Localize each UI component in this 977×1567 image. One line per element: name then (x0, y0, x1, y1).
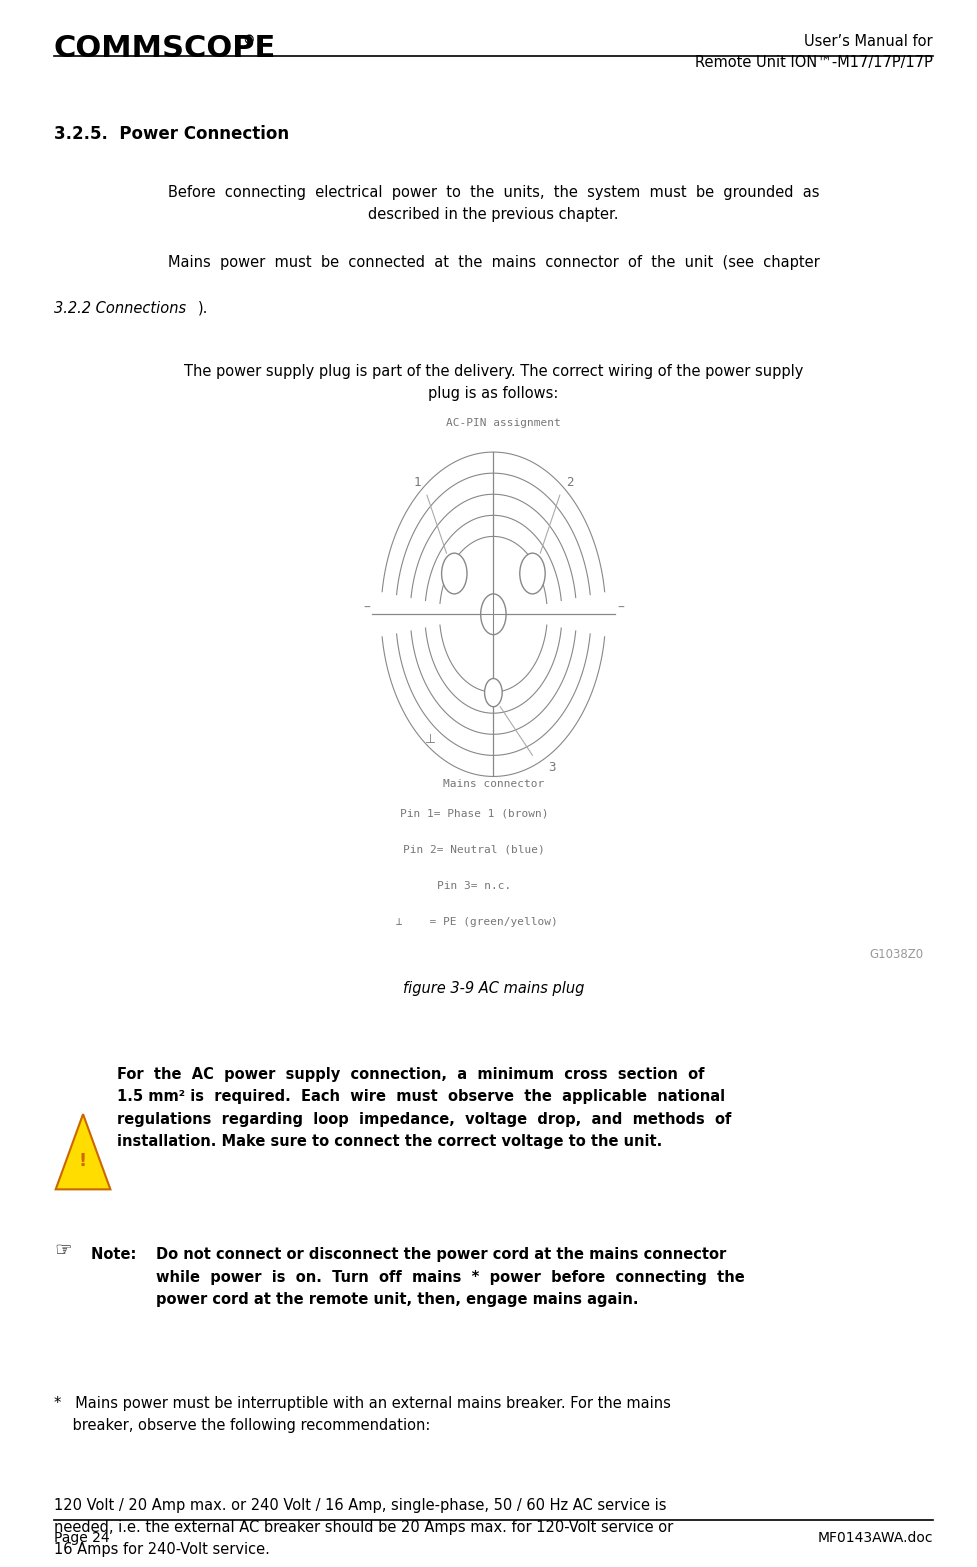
Text: ☞: ☞ (55, 1241, 72, 1260)
Text: Mains connector: Mains connector (443, 779, 544, 788)
Text: Mains  power  must  be  connected  at  the  mains  connector  of  the  unit  (se: Mains power must be connected at the mai… (167, 255, 820, 271)
Text: 3.2.2 Connections: 3.2.2 Connections (54, 301, 186, 317)
Text: MF0143AWA.doc: MF0143AWA.doc (818, 1531, 933, 1545)
Text: Page 24: Page 24 (54, 1531, 109, 1545)
Text: Note:: Note: (91, 1247, 142, 1263)
Text: 3: 3 (548, 762, 556, 774)
Text: ®: ® (242, 33, 255, 47)
Circle shape (481, 594, 506, 635)
Text: –: – (363, 602, 370, 614)
Text: Pin 3= n.c.: Pin 3= n.c. (437, 881, 511, 890)
Text: 1: 1 (413, 476, 421, 489)
Text: G1038Z0: G1038Z0 (870, 948, 923, 961)
Text: User’s Manual for
Remote Unit ION™-M17/17P/17P: User’s Manual for Remote Unit ION™-M17/1… (696, 34, 933, 71)
Text: –: – (616, 602, 623, 614)
Text: !: ! (79, 1152, 87, 1171)
Text: 2: 2 (566, 476, 573, 489)
Circle shape (485, 679, 502, 707)
Text: Before  connecting  electrical  power  to  the  units,  the  system  must  be  g: Before connecting electrical power to th… (168, 185, 819, 223)
Text: ⊥    = PE (green/yellow): ⊥ = PE (green/yellow) (390, 917, 558, 926)
Text: Pin 1= Phase 1 (brown): Pin 1= Phase 1 (brown) (400, 809, 548, 818)
Text: For  the  AC  power  supply  connection,  a  minimum  cross  section  of
1.5 mm²: For the AC power supply connection, a mi… (117, 1067, 732, 1149)
Text: Pin 2= Neutral (blue): Pin 2= Neutral (blue) (403, 845, 545, 854)
Circle shape (442, 553, 467, 594)
Text: ⊥: ⊥ (424, 733, 436, 746)
Text: *   Mains power must be interruptible with an external mains breaker. For the ma: * Mains power must be interruptible with… (54, 1396, 670, 1434)
Text: AC-PIN assignment: AC-PIN assignment (446, 418, 561, 428)
Text: 3.2.5.  Power Connection: 3.2.5. Power Connection (54, 125, 289, 143)
Text: figure 3-9 AC mains plug: figure 3-9 AC mains plug (403, 981, 584, 997)
Text: ).: ). (198, 301, 209, 317)
Circle shape (520, 553, 545, 594)
Text: COMMSCOPE: COMMSCOPE (54, 34, 276, 64)
Text: The power supply plug is part of the delivery. The correct wiring of the power s: The power supply plug is part of the del… (184, 364, 803, 401)
Text: 120 Volt / 20 Amp max. or 240 Volt / 16 Amp, single-phase, 50 / 60 Hz AC service: 120 Volt / 20 Amp max. or 240 Volt / 16 … (54, 1498, 673, 1558)
Text: Do not connect or disconnect the power cord at the mains connector
while  power : Do not connect or disconnect the power c… (156, 1247, 745, 1307)
Polygon shape (56, 1114, 110, 1189)
